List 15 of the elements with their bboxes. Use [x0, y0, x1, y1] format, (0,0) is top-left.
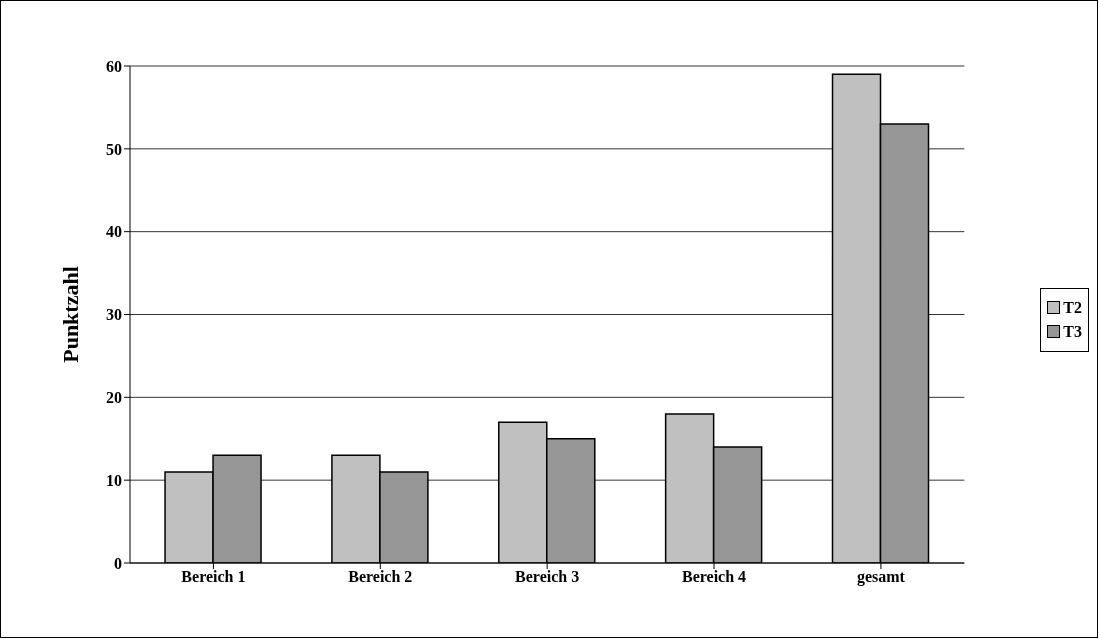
x-tick-label: Bereich 3: [515, 568, 580, 586]
legend-label: T2: [1062, 298, 1082, 317]
y-tick-label: 60: [106, 57, 122, 75]
y-tick-label: 10: [106, 471, 122, 489]
y-axis-title: Punktzahl: [57, 266, 83, 363]
x-tick-label: gesamt: [856, 568, 906, 587]
y-tick-label: 40: [106, 223, 122, 241]
legend-label: T3: [1062, 322, 1082, 341]
y-tick-label: 50: [106, 140, 122, 158]
x-tick-label: Bereich 2: [348, 568, 413, 586]
y-tick-label: 20: [106, 389, 122, 407]
y-tick-label: 0: [114, 554, 122, 572]
x-tick-label: Bereich 4: [681, 568, 747, 586]
y-tick-label: 30: [106, 306, 122, 324]
x-tick-label: Bereich 1: [181, 568, 246, 586]
